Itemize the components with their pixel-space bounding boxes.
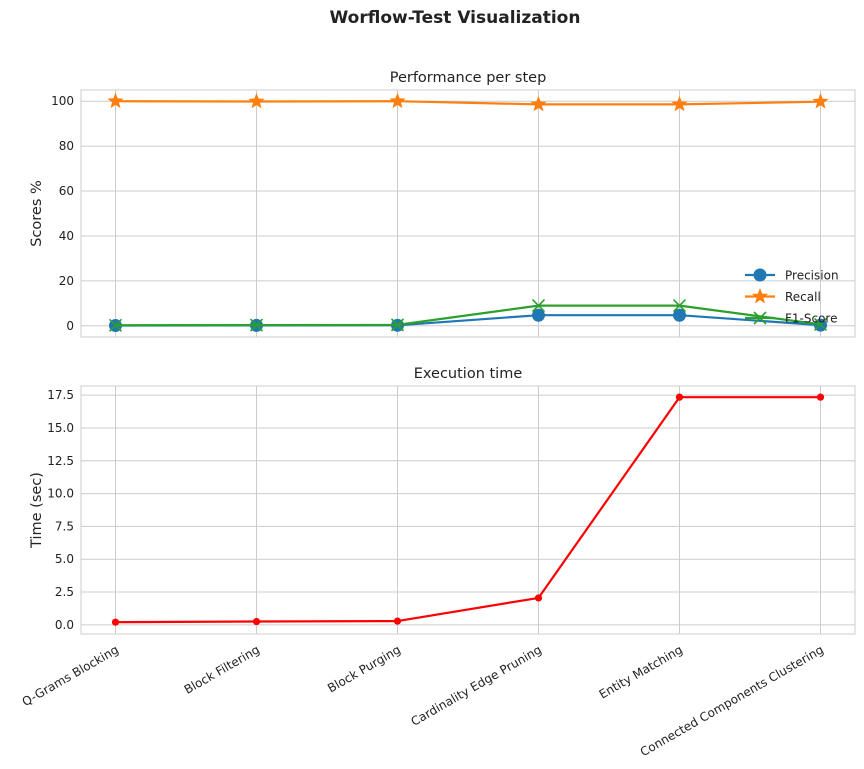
y-tick-label: 100 xyxy=(51,94,74,108)
data-point xyxy=(393,617,402,625)
data-point xyxy=(675,393,684,401)
data-point xyxy=(813,317,828,331)
y-tick-label: 5.0 xyxy=(55,552,74,566)
data-point xyxy=(672,298,687,313)
data-point xyxy=(252,617,261,626)
legend-label: Precision xyxy=(785,269,839,283)
y-tick-label: 2.5 xyxy=(55,585,74,599)
x-tick-label: Cardinality Edge Pruning xyxy=(408,642,544,728)
data-point xyxy=(530,95,547,112)
panel-title: Performance per step xyxy=(390,70,547,86)
data-point xyxy=(389,92,406,109)
legend-label: Recall xyxy=(785,290,821,304)
y-tick-label: 15.0 xyxy=(47,421,74,435)
data-point xyxy=(531,298,546,313)
series-line xyxy=(115,314,821,327)
series-line xyxy=(115,304,821,327)
figure-title: Worflow-Test Visualization xyxy=(330,8,581,28)
series-f1-score xyxy=(108,298,828,332)
data-point xyxy=(534,594,543,602)
y-tick-label: 40 xyxy=(59,229,74,243)
data-point xyxy=(816,393,825,401)
legend-marker xyxy=(751,288,769,304)
y-axis-label: Time (sec) xyxy=(29,472,45,549)
data-point xyxy=(248,92,265,109)
data-point xyxy=(249,318,264,332)
y-tick-label: 80 xyxy=(59,139,74,153)
series-precision xyxy=(109,308,827,333)
panel-title: Execution time xyxy=(414,366,523,382)
data-point xyxy=(532,308,545,322)
x-tick-label: Q-Grams Blocking xyxy=(20,642,121,709)
y-tick-label: 7.5 xyxy=(55,519,74,533)
data-point xyxy=(673,308,686,322)
series-recall xyxy=(107,92,829,112)
data-point xyxy=(107,92,124,109)
y-tick-label: 60 xyxy=(59,184,74,198)
legend-marker xyxy=(753,268,767,282)
plot-frame xyxy=(80,385,856,635)
performance-panel: 0 20 40 60 80 100 Performance per step Scores %… xyxy=(29,70,856,338)
y-tick-label: 10.0 xyxy=(47,487,74,501)
plot-frame xyxy=(80,89,856,338)
data-point xyxy=(671,95,688,112)
y-tick-label: 0 xyxy=(66,319,74,333)
data-point xyxy=(108,318,123,332)
data-point xyxy=(390,318,405,332)
series-line xyxy=(115,100,821,106)
legend-marker xyxy=(753,311,767,325)
execution-time-panel: 0.0 2.5 5.0 7.5 10.0 12.5 15.0 17.5 Execution ti… xyxy=(20,366,856,759)
y-tick-label: 12.5 xyxy=(47,454,74,468)
x-tick-label: Block Purging xyxy=(325,642,403,695)
y-axis-label: Scores % xyxy=(29,180,45,247)
series-line xyxy=(115,396,821,624)
y-tick-label: 17.5 xyxy=(47,388,74,402)
data-point xyxy=(812,93,829,109)
legend: Precision Recall F1-Score xyxy=(745,268,839,326)
y-tick-label: 0.0 xyxy=(55,618,74,632)
y-tick-label: 20 xyxy=(59,274,74,288)
series-time xyxy=(111,393,825,626)
x-tick-label: Entity Matching xyxy=(597,642,685,701)
data-point xyxy=(111,618,120,626)
legend-label: F1-Score xyxy=(785,312,837,326)
x-tick-label: Block Filtering xyxy=(182,642,262,696)
